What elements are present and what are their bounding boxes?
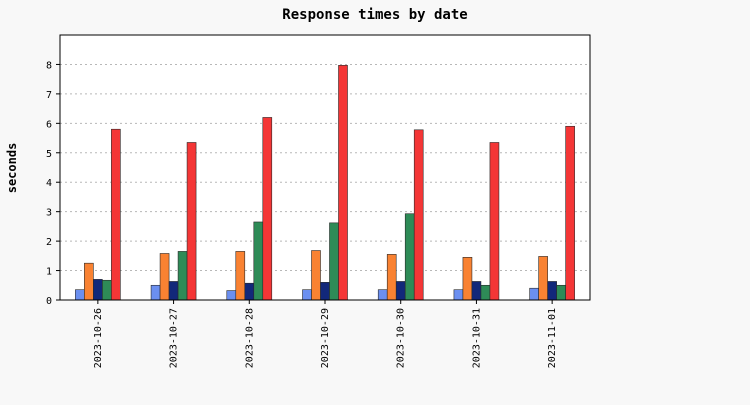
plot-area bbox=[60, 35, 590, 300]
y-tick-label: 5 bbox=[46, 149, 52, 160]
y-tick-label: 4 bbox=[46, 178, 52, 189]
bar bbox=[93, 279, 103, 301]
bar bbox=[111, 128, 121, 301]
bar bbox=[320, 282, 330, 301]
bar bbox=[226, 290, 237, 301]
bar bbox=[244, 282, 255, 301]
bar bbox=[253, 221, 264, 301]
bar bbox=[338, 65, 348, 301]
bar bbox=[168, 281, 179, 301]
bar bbox=[565, 125, 575, 301]
bar bbox=[159, 253, 170, 301]
grid-lines bbox=[60, 63, 590, 272]
bar bbox=[471, 281, 482, 301]
bar bbox=[177, 251, 188, 301]
y-axis-ticks: 0 1 2 3 4 5 6 7 8 bbox=[46, 60, 60, 307]
bar bbox=[302, 289, 312, 301]
x-tick-label: 2023-11-01 bbox=[547, 308, 558, 368]
bar bbox=[395, 281, 406, 301]
x-axis-ticks: 2023-10-26 2023-10-27 2023-10-28 2023-10-29… bbox=[93, 300, 558, 368]
x-tick-label: 2023-10-27 bbox=[169, 308, 180, 368]
y-tick-label: 8 bbox=[46, 60, 52, 71]
bar bbox=[556, 284, 566, 301]
bar bbox=[235, 251, 246, 301]
bar bbox=[262, 117, 273, 301]
x-tick-label: 2023-10-29 bbox=[320, 308, 331, 368]
bar bbox=[311, 250, 321, 301]
x-tick-label: 2023-10-26 bbox=[93, 308, 104, 368]
plot-frame bbox=[59, 34, 591, 301]
bar bbox=[453, 289, 464, 301]
bars-group bbox=[75, 65, 575, 301]
bar bbox=[102, 279, 112, 301]
y-tick-label: 0 bbox=[46, 296, 52, 307]
bar bbox=[377, 289, 388, 301]
bar bbox=[329, 222, 339, 301]
bar bbox=[413, 129, 424, 301]
bar bbox=[75, 289, 85, 301]
bar bbox=[84, 262, 94, 301]
y-tick-label: 6 bbox=[46, 119, 52, 130]
y-tick-label: 3 bbox=[46, 208, 52, 219]
bar bbox=[186, 142, 197, 301]
bar bbox=[150, 284, 161, 301]
y-tick-label: 2 bbox=[46, 237, 52, 248]
bar bbox=[386, 254, 397, 301]
x-tick-label: 2023-10-31 bbox=[471, 308, 482, 368]
bar bbox=[480, 284, 491, 301]
y-axis-label: seconds bbox=[5, 143, 19, 194]
y-tick-label: 7 bbox=[46, 90, 52, 101]
bar bbox=[404, 213, 415, 301]
x-tick-label: 2023-10-30 bbox=[396, 308, 407, 368]
y-tick-label: 1 bbox=[46, 267, 52, 278]
x-tick-label: 2023-10-28 bbox=[244, 308, 255, 368]
bar bbox=[538, 256, 548, 301]
bar bbox=[547, 281, 557, 301]
chart-title: Response times by date bbox=[282, 7, 467, 23]
bar bbox=[489, 142, 500, 301]
bar bbox=[462, 257, 473, 301]
bar bbox=[529, 287, 539, 301]
